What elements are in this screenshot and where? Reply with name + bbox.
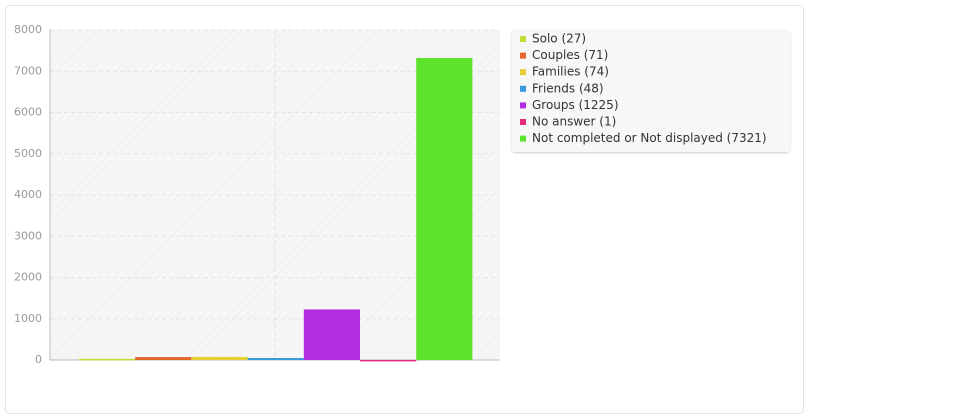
legend-swatch bbox=[520, 36, 526, 42]
legend-swatch bbox=[520, 69, 526, 76]
bar bbox=[303, 309, 360, 360]
y-tick-label: 5000 bbox=[14, 147, 42, 160]
y-tick-label: 0 bbox=[35, 353, 42, 366]
legend-label: Families (74) bbox=[532, 65, 609, 79]
y-tick-label: 8000 bbox=[14, 23, 42, 36]
legend-swatch bbox=[520, 85, 526, 92]
legend-label: No answer (1) bbox=[532, 115, 616, 129]
y-tick-label: 3000 bbox=[14, 229, 42, 242]
y-tick-label: 1000 bbox=[14, 312, 42, 325]
y-tick-label: 2000 bbox=[14, 271, 42, 284]
legend-label: Friends (48) bbox=[532, 81, 604, 95]
bar bbox=[247, 358, 304, 360]
y-tick-label: 7000 bbox=[14, 64, 42, 77]
legend-label: Groups (1225) bbox=[532, 98, 619, 112]
legend-box bbox=[512, 30, 790, 152]
bar bbox=[135, 357, 192, 360]
y-tick-label: 6000 bbox=[14, 106, 42, 119]
legend-swatch bbox=[520, 52, 526, 59]
bar bbox=[79, 358, 136, 361]
legend-label: Couples (71) bbox=[532, 48, 608, 62]
legend-swatch bbox=[520, 119, 526, 125]
bar bbox=[360, 359, 417, 362]
bar bbox=[191, 356, 248, 360]
legend-swatch bbox=[520, 102, 526, 109]
bar bbox=[416, 58, 473, 360]
y-tick-label: 4000 bbox=[14, 188, 42, 201]
legend-label: Solo (27) bbox=[532, 32, 586, 46]
legend-swatch bbox=[520, 135, 526, 142]
legend-label: Not completed or Not displayed (7321) bbox=[532, 131, 767, 145]
